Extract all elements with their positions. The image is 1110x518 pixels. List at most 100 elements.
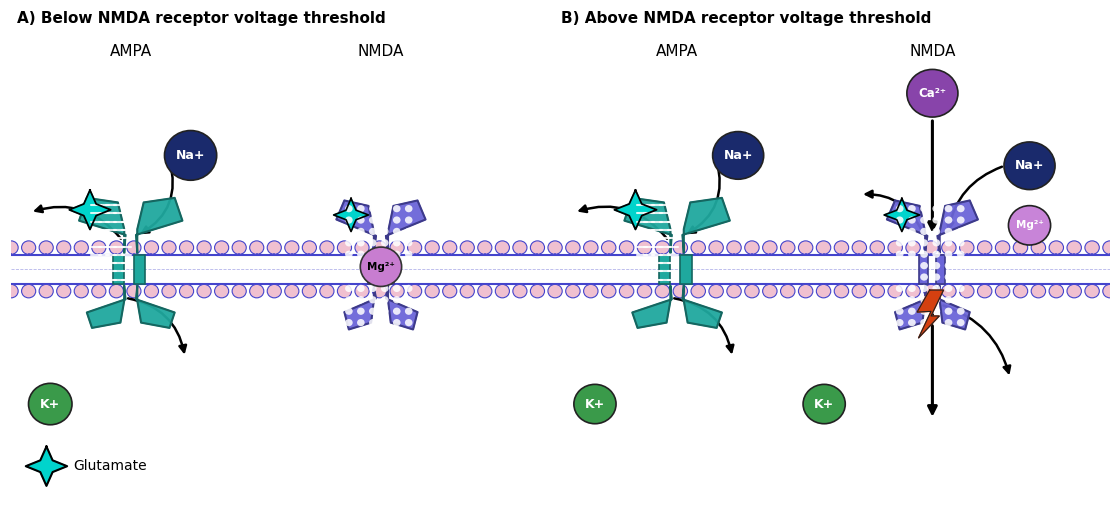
Circle shape [945, 205, 952, 212]
Circle shape [896, 228, 904, 235]
Circle shape [381, 319, 388, 326]
Text: NMDA: NMDA [909, 45, 956, 59]
Circle shape [92, 241, 105, 254]
Circle shape [393, 205, 401, 212]
Circle shape [907, 69, 958, 117]
Circle shape [1031, 241, 1046, 254]
Circle shape [896, 205, 904, 212]
Circle shape [531, 284, 545, 298]
Circle shape [908, 296, 916, 304]
Circle shape [381, 228, 388, 235]
Circle shape [250, 284, 264, 298]
Circle shape [381, 205, 388, 212]
Circle shape [357, 274, 365, 281]
Circle shape [381, 262, 388, 269]
Circle shape [920, 205, 928, 212]
Circle shape [920, 285, 928, 292]
Circle shape [393, 251, 401, 258]
Circle shape [302, 241, 316, 254]
Text: A) Below NMDA receptor voltage threshold: A) Below NMDA receptor voltage threshold [17, 11, 385, 26]
Circle shape [381, 285, 388, 292]
Circle shape [1013, 284, 1028, 298]
Text: Na+: Na+ [175, 149, 205, 162]
Circle shape [355, 241, 369, 254]
Circle shape [619, 284, 634, 298]
Circle shape [405, 239, 413, 247]
Circle shape [345, 217, 353, 224]
Circle shape [405, 296, 413, 304]
Polygon shape [615, 190, 657, 229]
Circle shape [477, 241, 492, 254]
Circle shape [870, 241, 885, 254]
Circle shape [908, 239, 916, 247]
Circle shape [345, 239, 353, 247]
Circle shape [920, 296, 928, 304]
Text: B) Above NMDA receptor voltage threshold: B) Above NMDA receptor voltage threshold [561, 11, 931, 26]
Circle shape [268, 241, 281, 254]
Circle shape [390, 241, 404, 254]
Text: AMPA: AMPA [656, 45, 698, 59]
Circle shape [957, 262, 965, 269]
Circle shape [57, 284, 71, 298]
Circle shape [1003, 142, 1056, 190]
Polygon shape [334, 198, 369, 232]
Circle shape [4, 241, 18, 254]
Circle shape [268, 284, 281, 298]
Circle shape [945, 228, 952, 235]
Circle shape [345, 251, 353, 258]
Circle shape [908, 251, 916, 258]
Circle shape [1067, 241, 1081, 254]
Circle shape [803, 384, 846, 424]
Text: NMDA: NMDA [357, 45, 404, 59]
Circle shape [162, 241, 176, 254]
Circle shape [637, 241, 652, 254]
Circle shape [835, 284, 849, 298]
Circle shape [405, 262, 413, 269]
Polygon shape [683, 286, 722, 328]
Circle shape [369, 285, 376, 292]
Circle shape [908, 274, 916, 281]
Circle shape [381, 296, 388, 304]
Circle shape [345, 274, 353, 281]
Circle shape [727, 241, 741, 254]
Circle shape [896, 319, 904, 326]
Circle shape [932, 274, 940, 281]
Circle shape [920, 251, 928, 258]
Circle shape [896, 308, 904, 315]
Circle shape [381, 251, 388, 258]
Circle shape [1084, 284, 1099, 298]
Circle shape [908, 285, 916, 292]
Circle shape [214, 241, 229, 254]
Circle shape [888, 241, 902, 254]
Circle shape [357, 296, 365, 304]
Circle shape [932, 205, 940, 212]
Polygon shape [633, 286, 672, 328]
Circle shape [198, 284, 211, 298]
Circle shape [920, 274, 928, 281]
Circle shape [393, 228, 401, 235]
Polygon shape [26, 447, 67, 486]
Circle shape [798, 284, 813, 298]
Polygon shape [386, 286, 417, 329]
Circle shape [957, 308, 965, 315]
Circle shape [932, 228, 940, 235]
Circle shape [109, 284, 123, 298]
Circle shape [1084, 241, 1099, 254]
Circle shape [945, 217, 952, 224]
Circle shape [920, 319, 928, 326]
Circle shape [957, 228, 965, 235]
Circle shape [393, 274, 401, 281]
Circle shape [477, 284, 492, 298]
Circle shape [896, 251, 904, 258]
Polygon shape [344, 286, 376, 329]
Circle shape [602, 241, 616, 254]
Circle shape [1049, 284, 1063, 298]
Circle shape [405, 319, 413, 326]
Circle shape [713, 132, 764, 179]
Circle shape [574, 384, 616, 424]
Circle shape [896, 296, 904, 304]
Text: Na+: Na+ [1015, 159, 1045, 172]
Circle shape [655, 241, 669, 254]
Circle shape [337, 241, 352, 254]
Circle shape [162, 284, 176, 298]
